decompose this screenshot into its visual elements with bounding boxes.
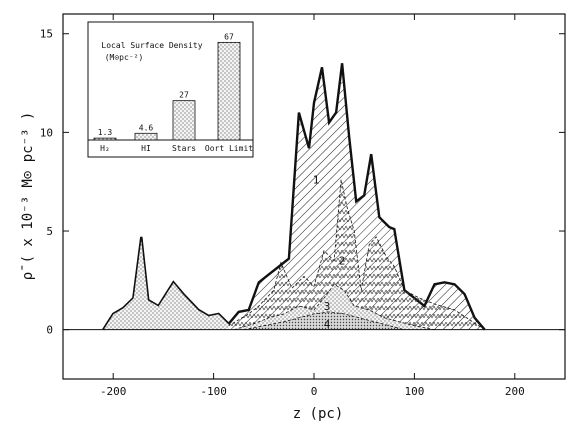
inset-subtitle: (M⊙pc⁻²) [105, 53, 144, 62]
area-layer [102, 63, 486, 331]
x-tick-label: 100 [404, 385, 424, 398]
inset-category-label: HI [141, 144, 151, 153]
curve-label-layer: 1 2 3 4 [313, 174, 346, 331]
tick-layer: -200 -100 0 100 200 0 5 10 15 [40, 14, 565, 398]
inset-bar-value-label: 1.3 [98, 128, 113, 137]
x-axis-title: z (pc) [293, 406, 344, 422]
inset-bar-value-label: 27 [179, 91, 189, 100]
series-area-extra-4 [103, 236, 229, 330]
y-tick-label: 10 [40, 126, 53, 139]
curve-label: 1 [313, 174, 320, 187]
series-area-3 [233, 284, 435, 330]
inset-bars: 1.3 H₂ 4.6 HI 27 Stars 67 Oort Limit [93, 32, 253, 153]
series-area-2 [213, 179, 485, 330]
inset-category-label: Stars [172, 144, 196, 153]
series-line-3 [233, 283, 435, 331]
curve-label: 3 [324, 300, 331, 313]
x-tick-label: -100 [200, 385, 227, 398]
inset-bar-value-label: 67 [224, 32, 234, 41]
inset-title: Local Surface Density [101, 41, 202, 50]
y-tick-label: 0 [46, 324, 53, 337]
y-tick-label: 5 [46, 225, 53, 238]
x-tick-label: -200 [100, 385, 127, 398]
y-tick-label: 15 [40, 28, 53, 41]
x-tick-label: 200 [505, 385, 525, 398]
series-line-4 [243, 311, 405, 331]
series-line-2 [213, 179, 485, 331]
curve-label: 2 [339, 255, 346, 268]
inset-category-label: Oort Limit [205, 144, 253, 153]
inset-chart: Local Surface Density (M⊙pc⁻²) 1.3 H₂ 4.6 H… [87, 21, 254, 158]
inset-bar [217, 41, 241, 141]
series-area-4 [243, 311, 405, 330]
inset-bar-value-label: 4.6 [139, 123, 154, 132]
series-line-extra-4 [102, 236, 229, 330]
inset-category-label: H₂ [100, 144, 110, 153]
inset-bar [172, 100, 196, 141]
inset-bar [93, 137, 117, 141]
curve-label: 4 [324, 318, 331, 331]
inset-bar [134, 132, 158, 141]
y-axis-title: ρ̄ ( x 10⁻³ M⊙ pc⁻³ ) [20, 112, 36, 281]
x-tick-label: 0 [311, 385, 318, 398]
